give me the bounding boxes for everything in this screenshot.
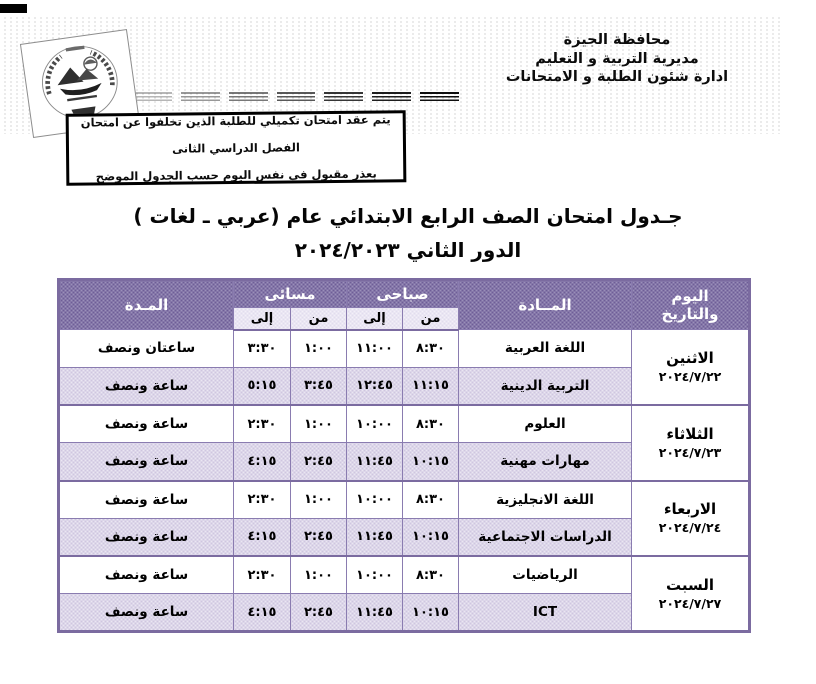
day-cell: الثلاثاء ٢٠٢٤/٧/٢٣ (631, 404, 750, 481)
evening-from-cell: ٢:٤٥ (290, 442, 347, 481)
morning-from-cell: ٨:٣٠ (402, 329, 459, 368)
day-header-line1: اليوم (671, 287, 709, 305)
day-name: الاربعاء (663, 500, 717, 519)
evening-from-cell: ٢:٤٥ (290, 517, 347, 557)
table-row: الثلاثاء ٢٠٢٤/٧/٢٣ العلوم ٨:٣٠ ١٠:٠٠ ١:٠… (58, 404, 750, 481)
subject-cell: اللغة العربية (458, 329, 632, 368)
org-line-governorate: محافظة الجيزة (563, 32, 671, 48)
morning-from-cell: ١٠:١٥ (402, 593, 459, 632)
page-title: جـدول امتحان الصف الرابع الابتدائي عام (… (133, 204, 683, 228)
subject-cell: العلوم (458, 404, 632, 444)
notice-line-2: بعذر مقبول في نفس اليوم حسب الجدول الموض… (95, 166, 377, 183)
morning-group-header: صباحى (346, 279, 459, 308)
subject-cell: اللغة الانجليزية (458, 479, 632, 519)
subject-cell: ICT (458, 593, 632, 632)
giza-emblem-icon (41, 45, 118, 118)
org-line-department: ادارة شئون الطلبة و الامتحانات (505, 69, 729, 85)
day-date-column-header: اليوم والتاريخ (631, 279, 750, 330)
day-name: السبت (665, 575, 715, 594)
duration-cell: ساعة ونصف (58, 404, 234, 444)
duration-cell: ساعة ونصف (58, 366, 234, 406)
day-cell: السبت ٢٠٢٤/٧/٢٧ (631, 555, 750, 632)
day-cell: الاثنين ٢٠٢٤/٧/٢٢ (631, 329, 750, 406)
morning-to-header: إلى (346, 307, 403, 331)
table-row: الاثنين ٢٠٢٤/٧/٢٢ اللغة العربية ٨:٣٠ ١١:… (58, 329, 750, 406)
morning-to-cell: ١١:٤٥ (346, 593, 403, 632)
page-subtitle: الدور الثاني ٢٠٢٤/٢٠٢٣ (294, 238, 522, 262)
table-row: الاربعاء ٢٠٢٤/٧/٢٤ اللغة الانجليزية ٨:٣٠… (58, 479, 750, 557)
evening-to-header: إلى (233, 307, 291, 331)
evening-to-cell: ٢:٣٠ (233, 555, 291, 595)
table-header-row: اليوم والتاريخ المــادة صباحى مسائى المـ… (58, 279, 750, 330)
evening-from-cell: ٢:٤٥ (290, 593, 347, 632)
evening-group-header: مسائى (233, 279, 347, 308)
subject-cell: الدراسات الاجتماعية (458, 517, 632, 557)
subject-column-header: المــادة (458, 279, 632, 330)
evening-from-cell: ٣:٤٥ (290, 366, 347, 406)
evening-to-cell: ٤:١٥ (233, 517, 291, 557)
evening-to-cell: ٤:١٥ (233, 593, 291, 632)
duration-cell: ساعة ونصف (58, 517, 234, 557)
evening-to-cell: ٤:١٥ (233, 442, 291, 481)
day-name: الثلاثاء (666, 424, 714, 443)
subject-cell: الرياضيات (458, 555, 632, 595)
org-line-directorate: مديرية التربية و التعليم (535, 50, 699, 67)
evening-from-cell: ١:٠٠ (290, 555, 347, 595)
notice-box: يتم عقد امتحان تكميلي للطلبة الذين تخلفو… (65, 110, 407, 186)
table-row: مهارات مهنية ١٠:١٥ ١١:٤٥ ٢:٤٥ ٤:١٥ ساعة … (58, 442, 750, 481)
duration-column-header: المـدة (58, 279, 234, 330)
subject-cell: التربية الدينية (458, 366, 632, 406)
morning-to-cell: ١٠:٠٠ (346, 404, 403, 444)
morning-from-cell: ١٠:١٥ (402, 517, 459, 557)
day-header-line2: والتاريخ (661, 305, 719, 323)
morning-to-cell: ١١:٤٥ (346, 517, 403, 557)
duration-cell: ساعة ونصف (58, 479, 234, 519)
day-date: ٢٠٢٤/٧/٢٤ (658, 520, 722, 536)
duration-cell: ساعة ونصف (58, 555, 234, 595)
subject-cell: مهارات مهنية (458, 442, 632, 481)
morning-from-header: من (402, 307, 459, 331)
morning-from-cell: ١٠:١٥ (402, 442, 459, 481)
morning-from-cell: ٨:٣٠ (402, 404, 459, 444)
evening-from-header: من (290, 307, 347, 331)
morning-from-cell: ١١:١٥ (402, 366, 459, 406)
day-date: ٢٠٢٤/٧/٢٢ (658, 369, 722, 384)
morning-to-cell: ١٠:٠٠ (346, 479, 403, 519)
morning-from-cell: ٨:٣٠ (402, 555, 459, 595)
morning-from-cell: ٨:٣٠ (402, 479, 459, 519)
day-date: ٢٠٢٤/٧/٢٣ (658, 444, 722, 460)
day-cell: الاربعاء ٢٠٢٤/٧/٢٤ (631, 479, 750, 557)
duration-cell: ساعتان ونصف (58, 329, 234, 368)
evening-from-cell: ١:٠٠ (290, 404, 347, 444)
table-subheader-row: من إلى من إلى (59, 307, 750, 331)
evening-to-cell: ٥:١٥ (233, 366, 291, 406)
morning-to-cell: ١٢:٤٥ (346, 366, 403, 406)
scan-corner-mark (0, 4, 27, 13)
evening-from-cell: ١:٠٠ (290, 329, 347, 368)
evening-to-cell: ٣:٣٠ (233, 329, 291, 368)
evening-to-cell: ٢:٣٠ (233, 404, 291, 444)
morning-to-cell: ١١:٠٠ (346, 329, 403, 368)
morning-to-cell: ١١:٤٥ (346, 442, 403, 481)
dashed-fading-divider (85, 92, 459, 101)
day-date: ٢٠٢٤/٧/٢٧ (658, 595, 722, 611)
table-row: ICT ١٠:١٥ ١١:٤٥ ٢:٤٥ ٤:١٥ ساعة ونصف (58, 593, 750, 632)
table-row: الدراسات الاجتماعية ١٠:١٥ ١١:٤٥ ٢:٤٥ ٤:١… (58, 517, 750, 557)
table-row: التربية الدينية ١١:١٥ ١٢:٤٥ ٣:٤٥ ٥:١٥ سا… (58, 366, 750, 406)
evening-to-cell: ٢:٣٠ (233, 479, 291, 519)
evening-from-cell: ١:٠٠ (290, 479, 347, 519)
duration-cell: ساعة ونصف (58, 593, 234, 632)
duration-cell: ساعة ونصف (58, 442, 234, 481)
org-header: محافظة الجيزة مديرية التربية و التعليم ا… (467, 31, 767, 87)
day-name: الاثنين (666, 349, 714, 367)
notice-line-1: يتم عقد امتحان تكميلي للطلبة الذين تخلفو… (80, 111, 391, 156)
governorate-logo-card (19, 28, 141, 139)
exam-schedule-table: اليوم والتاريخ المــادة صباحى مسائى المـ… (57, 278, 751, 633)
morning-to-cell: ١٠:٠٠ (346, 555, 403, 595)
table-row: السبت ٢٠٢٤/٧/٢٧ الرياضيات ٨:٣٠ ١٠:٠٠ ١:٠… (58, 555, 750, 632)
